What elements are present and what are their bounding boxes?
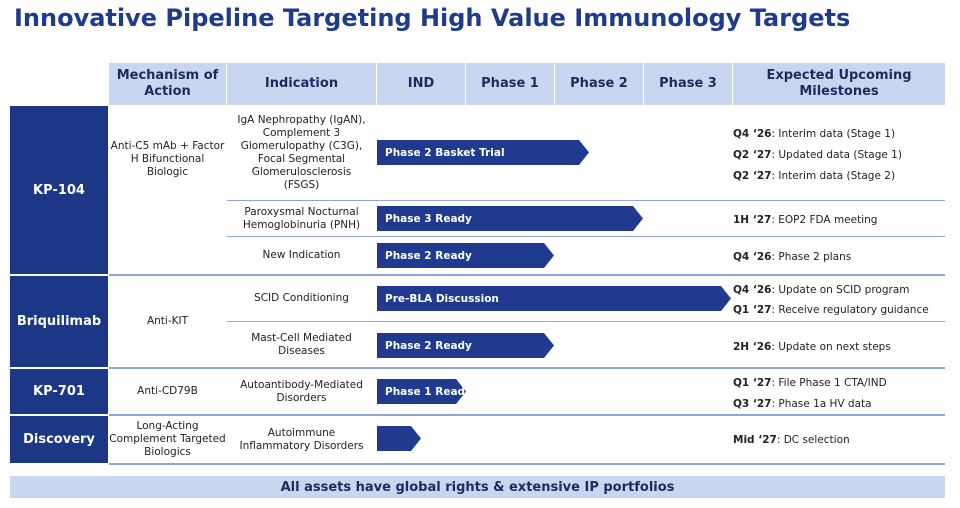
divider-kp104: [109, 274, 945, 276]
divider-kp701: [109, 414, 945, 416]
progress-bar: Phase 1 Ready: [377, 379, 466, 404]
milestone: Q2 ‘27: Interim data (Stage 2): [733, 170, 896, 182]
progress-bar: Phase 3 Ready: [377, 206, 643, 231]
indication-cell: Autoimmune Inflammatory Disorders: [239, 426, 364, 452]
header-phase2: Phase 2: [555, 63, 643, 105]
milestone: Q4 ‘26: Update on SCID program: [733, 284, 910, 296]
divider-row: [227, 321, 945, 322]
milestone: Q1 ‘27: Receive regulatory guidance: [733, 304, 929, 316]
divider-bottom: [109, 463, 945, 465]
progress-bar-label: Phase 3 Ready: [385, 212, 472, 225]
progress-bar-label: Phase 2 Ready: [385, 249, 472, 262]
milestone: Q2 ‘27: Updated data (Stage 1): [733, 149, 902, 161]
milestone: Q1 ‘27: File Phase 1 CTA/IND: [733, 377, 887, 389]
asset-briquilimab: Briquilimab: [10, 276, 108, 367]
indication-cell: Mast-Cell Mediated Diseases: [251, 331, 352, 357]
mechanism-kp701: Anti-CD79B: [137, 385, 198, 397]
indication-cell: Autoantibody-Mediated Disorders: [240, 378, 363, 404]
progress-bar-label: Phase 2 Basket Trial: [385, 146, 505, 159]
header-ind: IND: [377, 63, 465, 105]
indication-cell: Paroxysmal Nocturnal Hemoglobinuria (PNH…: [242, 205, 361, 231]
mechanism-briquilimab: Anti-KIT: [146, 315, 189, 327]
divider-briquilimab: [109, 367, 945, 369]
divider-row: [227, 236, 945, 237]
asset-kp104: KP-104: [10, 106, 108, 274]
asset-discovery: Discovery: [10, 416, 108, 463]
progress-bar-label: Phase 1 Ready: [385, 385, 472, 398]
progress-bar-label: Pre-BLA Discussion: [385, 292, 499, 305]
header-indication: Indication: [227, 63, 376, 105]
progress-bar: Phase 2 Ready: [377, 243, 554, 268]
progress-bar: Phase 2 Basket Trial: [377, 140, 589, 165]
progress-bar: Pre-BLA Discussion: [377, 286, 731, 311]
indication-cell: SCID Conditioning: [254, 292, 349, 304]
page-title: Innovative Pipeline Targeting High Value…: [14, 4, 851, 32]
divider-row: [227, 200, 945, 201]
mechanism-discovery: Long-Acting Complement Targeted Biologic…: [109, 420, 226, 458]
header-milestones: Expected Upcoming Milestones: [733, 63, 945, 105]
milestone: 2H ‘26: Update on next steps: [733, 341, 891, 353]
mechanism-kp104: Anti-C5 mAb + Factor H Bifunctional Biol…: [110, 140, 225, 178]
footer-banner: All assets have global rights & extensiv…: [10, 476, 945, 498]
header-mechanism: Mechanism of Action: [109, 63, 226, 105]
header-phase1: Phase 1: [466, 63, 554, 105]
progress-bar: [377, 426, 421, 451]
milestone: Q4 ‘26: Interim data (Stage 1): [733, 128, 896, 140]
asset-kp701: KP-701: [10, 369, 108, 414]
milestone: Q3 ‘27: Phase 1a HV data: [733, 398, 872, 410]
indication-cell: New Indication: [262, 249, 341, 261]
progress-bar: Phase 2 Ready: [377, 333, 554, 358]
indication-cell: IgA Nephropathy (IgAN), Complement 3 Glo…: [237, 114, 366, 191]
milestone: 1H ‘27: EOP2 FDA meeting: [733, 214, 878, 226]
milestone: Q4 ‘26: Phase 2 plans: [733, 251, 852, 263]
header-phase3: Phase 3: [644, 63, 732, 105]
milestone: Mid ‘27: DC selection: [733, 434, 850, 446]
progress-bar-label: Phase 2 Ready: [385, 339, 472, 352]
